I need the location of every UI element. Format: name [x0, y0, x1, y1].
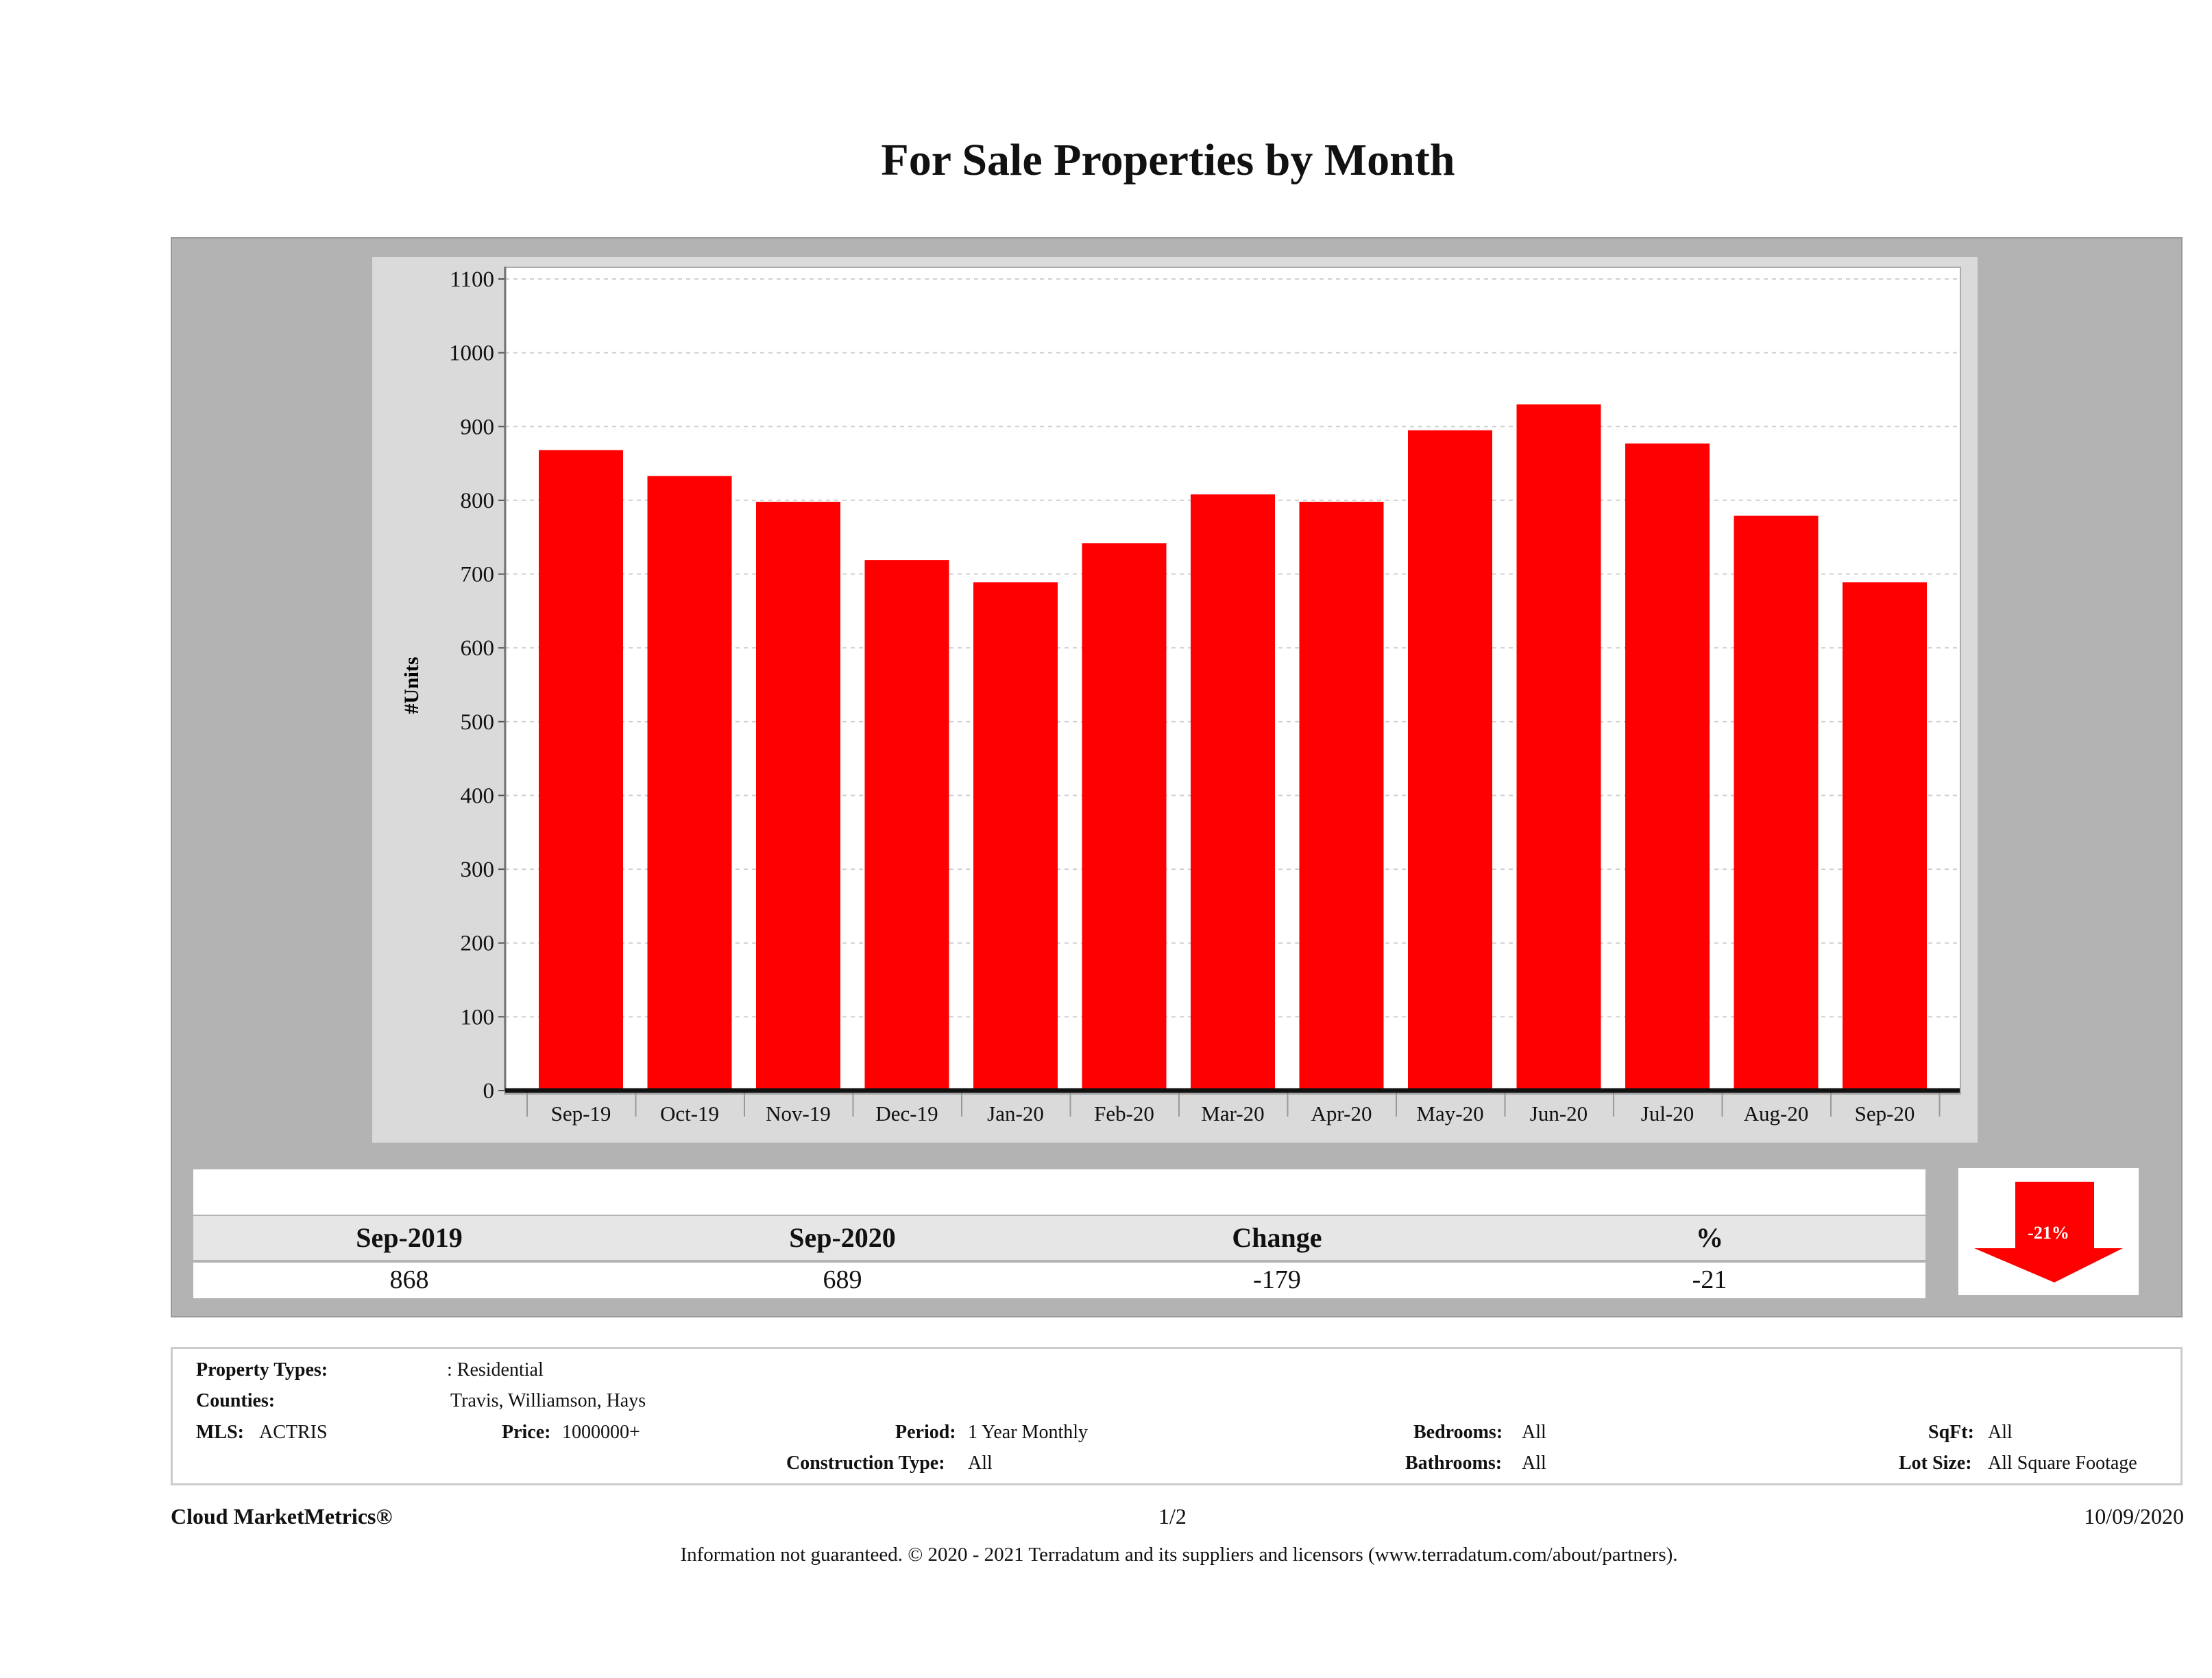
x-tick-label: Jul-20	[1641, 1102, 1694, 1126]
summary-values-row: 868 689 -179 -21	[193, 1263, 1925, 1298]
criteria-box	[171, 1347, 2183, 1485]
down-arrow-icon	[1974, 1182, 2123, 1282]
summary-header-percent: %	[1696, 1222, 1723, 1253]
change-badge: -21%	[1958, 1168, 2139, 1295]
x-tick-label: May-20	[1416, 1102, 1483, 1126]
lot-size-label: Lot Size:	[1899, 1452, 1972, 1474]
summary-spacer-row	[193, 1169, 1925, 1215]
mls-label: MLS:	[196, 1422, 244, 1443]
x-tick-label: Feb-20	[1094, 1102, 1154, 1126]
bar-Nov-19	[756, 502, 840, 1091]
sqft-label: SqFt:	[1928, 1422, 1974, 1443]
y-tick-label: 100	[461, 1005, 495, 1030]
bar-Oct-19	[647, 476, 732, 1091]
x-tick-label: Sep-20	[1855, 1102, 1915, 1126]
bathrooms-label: Bathrooms:	[1405, 1452, 1503, 1474]
bar-May-20	[1408, 430, 1492, 1091]
bar-Jun-20	[1516, 404, 1601, 1091]
period-label: Period:	[895, 1422, 956, 1443]
bedrooms-value: All	[1522, 1422, 1546, 1443]
page-number: 1/2	[1158, 1504, 1187, 1529]
x-tick-label: Aug-20	[1744, 1102, 1809, 1126]
x-tick-label: Sep-19	[551, 1102, 611, 1126]
summary-header-end: Sep-2020	[789, 1222, 896, 1253]
price-label: Price:	[502, 1422, 551, 1443]
summary-value-percent: -21	[1692, 1265, 1727, 1294]
lot-size-value: All Square Footage	[1988, 1452, 2137, 1474]
x-tick-label: Jun-20	[1530, 1102, 1588, 1126]
period-value: 1 Year Monthly	[968, 1422, 1089, 1443]
y-tick-label: 0	[483, 1079, 495, 1104]
summary-header-change: Change	[1232, 1222, 1322, 1253]
bathrooms-value: All	[1522, 1452, 1546, 1474]
y-tick-label: 500	[461, 710, 495, 735]
counties-value: Travis, Williamson, Hays	[450, 1390, 646, 1411]
summary-header-row: Sep-2019 Sep-2020 Change %	[193, 1216, 1925, 1260]
bar-Mar-20	[1191, 494, 1275, 1091]
bar-Sep-20	[1843, 582, 1927, 1091]
construction-type-label: Construction Type:	[786, 1452, 945, 1474]
property-types-label: Property Types:	[196, 1359, 328, 1381]
x-tick-label: Nov-19	[766, 1102, 831, 1126]
mls-value: ACTRIS	[259, 1422, 328, 1443]
y-tick-label: 200	[461, 932, 495, 956]
y-tick-label: 600	[461, 636, 495, 661]
bar-Jan-20	[973, 582, 1058, 1091]
x-tick-label: Oct-19	[660, 1102, 719, 1126]
construction-type-value: All	[968, 1452, 993, 1474]
report-title: For Sale Properties by Month	[881, 135, 1455, 185]
summary-value-start: 868	[389, 1265, 429, 1294]
bar-Apr-20	[1299, 502, 1384, 1091]
sqft-value: All	[1988, 1422, 2013, 1443]
y-axis-label: #Units	[400, 657, 423, 714]
bar-Sep-19	[539, 450, 623, 1091]
x-tick-label: Dec-19	[875, 1102, 938, 1126]
x-tick-label: Jan-20	[987, 1102, 1044, 1126]
counties-label: Counties:	[196, 1390, 276, 1411]
y-tick-label: 1100	[450, 267, 494, 292]
property-types-value: : Residential	[447, 1359, 544, 1381]
summary-value-end: 689	[823, 1265, 862, 1294]
y-tick-label: 700	[461, 563, 495, 587]
price-value: 1000000+	[562, 1422, 640, 1443]
bar-Feb-20	[1082, 543, 1167, 1091]
bar-Aug-20	[1734, 515, 1819, 1091]
bedrooms-label: Bedrooms:	[1413, 1422, 1503, 1443]
summary-value-change: -179	[1253, 1265, 1301, 1294]
summary-header-start: Sep-2019	[356, 1222, 463, 1253]
y-tick-label: 900	[461, 415, 495, 439]
y-tick-label: 400	[461, 783, 495, 808]
change-badge-label: -21%	[2028, 1223, 2069, 1243]
y-tick-label: 300	[461, 858, 495, 882]
x-tick-label: Apr-20	[1311, 1102, 1372, 1126]
bar-Jul-20	[1625, 443, 1710, 1091]
y-tick-label: 800	[461, 489, 495, 513]
y-tick-label: 1000	[449, 341, 494, 366]
bar-Dec-19	[864, 560, 949, 1091]
x-tick-label: Mar-20	[1201, 1102, 1264, 1126]
brand-name: Cloud MarketMetrics®	[171, 1504, 393, 1529]
report-date: 10/09/2020	[2084, 1504, 2184, 1529]
disclaimer: Information not guaranteed. © 2020 - 202…	[680, 1544, 1678, 1566]
